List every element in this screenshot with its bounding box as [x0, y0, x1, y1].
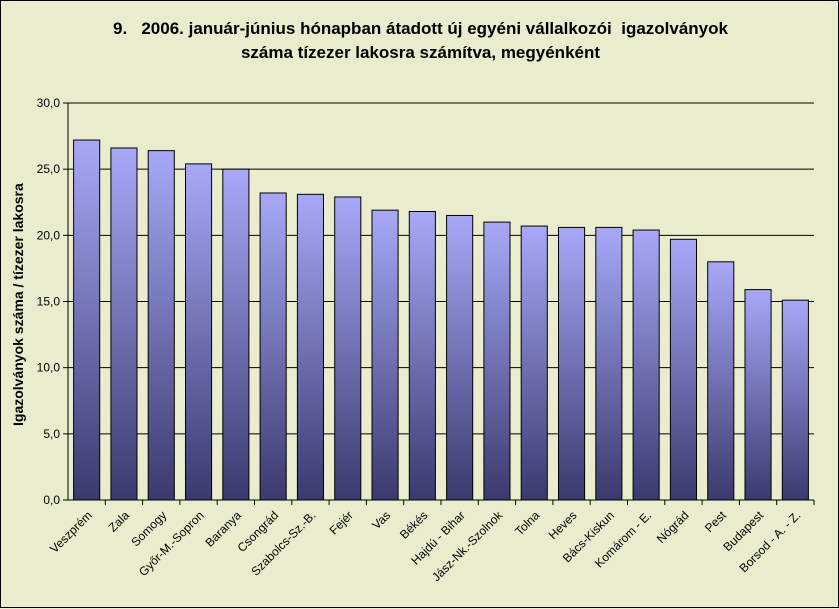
x-tick-label: Heves [546, 508, 580, 542]
bar [296, 193, 325, 501]
x-tick-label: Nógrád [654, 508, 692, 546]
y-tick-label: 10,0 [37, 361, 61, 375]
y-tick-label: 15,0 [37, 295, 61, 309]
bar [73, 139, 101, 501]
x-tick-label: Veszprém [47, 508, 95, 556]
y-tick-labels: 0,0 5,0 10,0 15,0 20,0 25,0 30,0 [37, 96, 61, 507]
y-tick-label: 30,0 [37, 96, 61, 110]
bar [707, 261, 735, 501]
bar [632, 229, 660, 501]
bar [483, 221, 511, 501]
x-tick-label: Szabolcs-Sz.-B. [248, 508, 318, 578]
bar [184, 163, 213, 501]
x-tick-label: Pest [702, 508, 729, 535]
bar [669, 238, 698, 501]
x-tick-label: Jász-Nk.-Szolnok [429, 508, 506, 585]
axes [63, 102, 815, 505]
x-tick-label: Békés [397, 508, 430, 541]
chart-title-line2: száma tízezer lakosra számítva, megyénké… [240, 43, 601, 62]
y-tick-label: 20,0 [37, 228, 61, 242]
bar [595, 226, 623, 501]
chart-title-line1: 9. 2006. január-június hónapban átadott … [113, 19, 728, 38]
bar [744, 289, 772, 501]
bar [334, 196, 362, 501]
x-tick-label: Vas [369, 508, 393, 532]
y-tick-label: 5,0 [43, 427, 60, 441]
y-tick-label: 25,0 [37, 162, 61, 176]
bar [147, 150, 175, 501]
bar [520, 225, 548, 501]
bar [110, 147, 138, 501]
bars [73, 139, 809, 501]
bar [371, 209, 399, 501]
x-tick-label: Győr-M.-Sopron [136, 508, 207, 579]
chart-title: 9. 2006. január-június hónapban átadott … [1, 17, 839, 65]
x-tick-label: Zala [106, 508, 133, 535]
bar [408, 211, 436, 501]
x-tick-label: Fejér [327, 508, 356, 537]
x-tick-label: Tolna [512, 508, 542, 538]
bar [259, 192, 287, 501]
bar [557, 226, 586, 501]
bar [446, 214, 474, 501]
x-tick-labels: Veszprém ZalaSomogyGyőr-M.-SopronBaranyaC… [47, 508, 803, 585]
bar [222, 168, 250, 501]
bar [781, 299, 809, 501]
gridlines [68, 102, 814, 435]
y-tick-label: 0,0 [43, 493, 60, 507]
